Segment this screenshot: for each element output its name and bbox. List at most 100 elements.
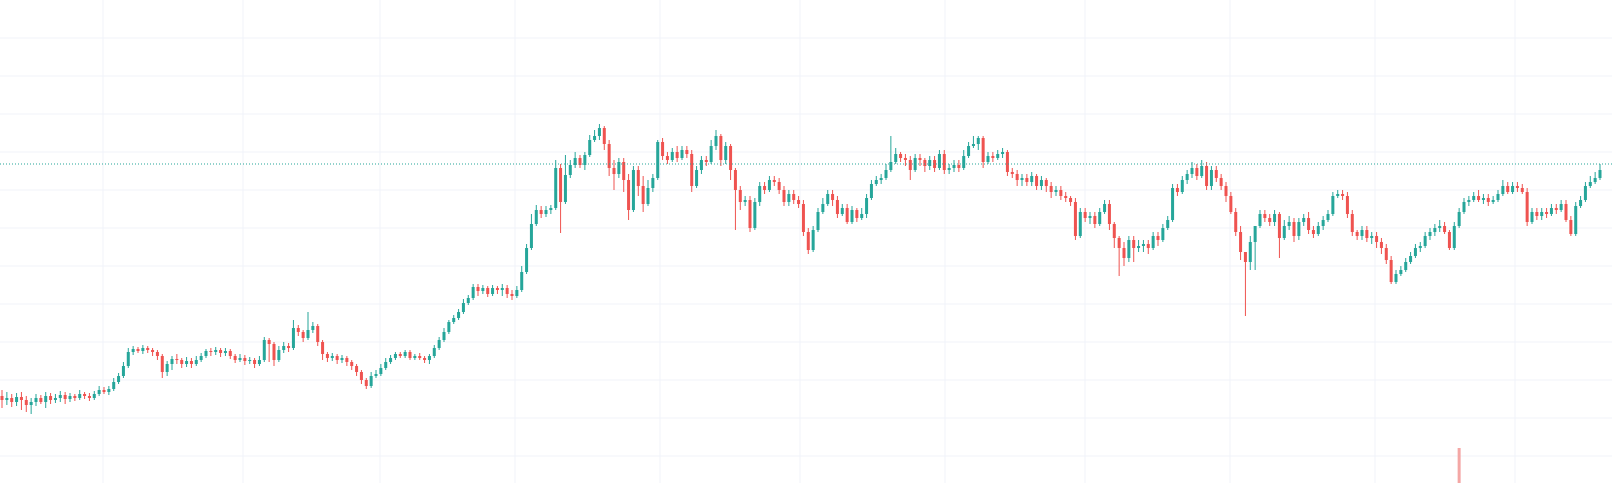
candle-body [1418, 246, 1422, 248]
candle-body [238, 358, 242, 360]
candle-body [942, 154, 946, 170]
candle [656, 140, 660, 180]
candle-body [1219, 178, 1223, 186]
candle-body [379, 368, 383, 374]
candle-body [729, 146, 733, 170]
candle-body [1010, 172, 1014, 174]
candle [1438, 220, 1442, 232]
candle [738, 186, 742, 210]
candle-body [243, 358, 247, 361]
candle [1054, 186, 1058, 196]
candle [1073, 198, 1077, 240]
candle-body [525, 248, 529, 272]
candle [1103, 200, 1107, 214]
candle [729, 144, 733, 180]
candle-body [1054, 190, 1058, 192]
candle-body [1190, 168, 1194, 174]
candle [1146, 240, 1150, 254]
candle-body [874, 180, 878, 184]
candle [976, 136, 980, 150]
candle [661, 138, 665, 160]
candle [675, 146, 679, 162]
candle [1263, 210, 1267, 222]
candle-body [1511, 186, 1515, 192]
candle [1535, 208, 1539, 220]
candle-body [267, 340, 271, 344]
candle-body [835, 200, 839, 214]
candle-body [884, 170, 888, 178]
candle-body [1486, 198, 1490, 202]
candle-body [68, 396, 72, 399]
candle-body [1248, 242, 1252, 262]
candle [1389, 256, 1393, 284]
candle [136, 347, 140, 353]
candle-body [1083, 212, 1087, 218]
candle-body [1452, 226, 1456, 248]
candle [24, 396, 28, 412]
candle-body [262, 340, 266, 360]
candle-body [563, 175, 567, 202]
candle [447, 320, 451, 334]
candle-body [792, 194, 796, 200]
candle [204, 349, 208, 358]
candle [918, 154, 922, 166]
candle [690, 150, 694, 192]
candle-body [510, 294, 514, 296]
candle [622, 158, 626, 192]
candle [1341, 190, 1345, 200]
candle-body [1530, 212, 1534, 222]
candle-body [1161, 228, 1165, 240]
candle [1355, 230, 1359, 240]
candle-body [976, 138, 980, 144]
candle-body [763, 186, 767, 190]
candle [112, 378, 116, 391]
candle [563, 155, 567, 204]
candle [1311, 226, 1315, 238]
candle-body [811, 230, 815, 250]
candle-body [107, 389, 111, 392]
candle-body [646, 188, 650, 204]
candle [879, 174, 883, 184]
candle-body [651, 178, 655, 188]
candle [117, 373, 121, 384]
candle-body [180, 360, 184, 364]
candle [170, 356, 174, 370]
candle [53, 394, 57, 403]
candle-body [656, 142, 660, 178]
candle-body [87, 396, 91, 398]
candle-body [374, 374, 378, 376]
candle-body [1253, 226, 1257, 242]
candle [374, 370, 378, 378]
candle [1273, 210, 1277, 226]
candle-body [1151, 236, 1155, 248]
candle-body [1321, 220, 1325, 226]
candle [486, 286, 490, 297]
candle [364, 378, 368, 389]
candle [49, 393, 53, 404]
candle-body [471, 287, 475, 298]
candle [185, 357, 189, 367]
candle [1540, 208, 1544, 220]
candle-body [1015, 174, 1019, 180]
candle [1443, 222, 1447, 234]
candle-body [1457, 212, 1461, 226]
candle [724, 142, 728, 164]
candle-body [97, 390, 101, 394]
candle [495, 286, 499, 294]
candle-body [1030, 176, 1034, 182]
candle [1350, 210, 1354, 236]
candle-body [714, 136, 718, 146]
candle-body [724, 146, 728, 160]
candle [699, 156, 703, 174]
candle [1336, 190, 1340, 198]
candle [165, 361, 169, 376]
candle [636, 166, 640, 196]
candle-body [573, 158, 577, 165]
candle-body [1409, 256, 1413, 262]
candle-body [1389, 260, 1393, 282]
candle [903, 154, 907, 166]
candle-body [685, 150, 689, 154]
candle [10, 394, 14, 407]
candle [243, 355, 247, 365]
